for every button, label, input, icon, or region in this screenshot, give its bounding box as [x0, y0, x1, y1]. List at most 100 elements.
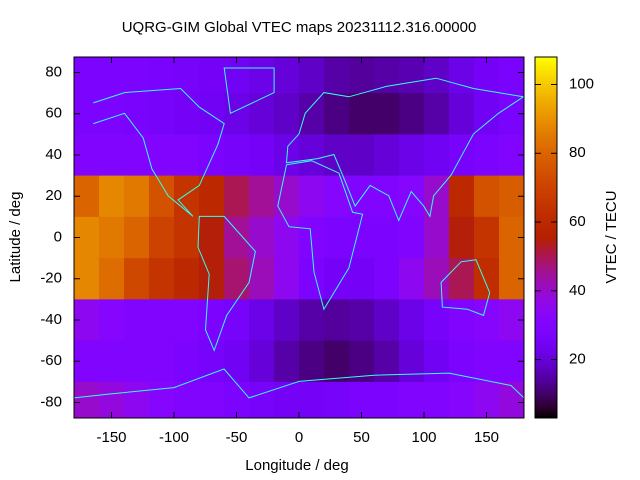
heat-cell — [124, 93, 150, 135]
heat-cell — [299, 258, 325, 300]
heat-cell — [124, 57, 150, 94]
heat-cell — [424, 57, 450, 94]
heat-cell — [324, 57, 350, 94]
heat-cell — [374, 340, 400, 383]
heat-cell — [199, 340, 225, 383]
heat-cell — [174, 381, 200, 418]
heat-cell — [199, 258, 225, 300]
coastline — [285, 77, 524, 222]
coastline — [93, 87, 225, 217]
y-tick-label: 60 — [45, 105, 62, 122]
heat-cell — [424, 299, 450, 342]
chart-title: UQRG-GIM Global VTEC maps 20231112.316.0… — [122, 19, 477, 36]
heat-cell — [174, 93, 200, 135]
colorbar-tick-label: 20 — [569, 351, 586, 368]
x-tick-label: -100 — [159, 429, 189, 446]
heat-cell — [324, 299, 350, 342]
heat-cell — [99, 57, 125, 94]
heat-cell — [349, 381, 375, 418]
colorbar-tick-label: 40 — [569, 282, 586, 299]
heat-cell — [224, 258, 250, 300]
y-tick-label: 0 — [54, 228, 62, 245]
heat-cell — [424, 381, 450, 418]
heat-cell — [99, 299, 125, 342]
heat-cell — [274, 175, 300, 218]
heat-cell — [474, 381, 500, 418]
heat-cell — [199, 381, 225, 418]
heat-cell — [149, 175, 175, 218]
y-tick-label: -80 — [40, 393, 62, 410]
heat-cell — [399, 381, 425, 418]
heat-cell — [299, 57, 325, 94]
coastlines — [74, 67, 524, 399]
heat-cell — [474, 216, 500, 259]
heat-cell — [374, 57, 400, 94]
heat-cell — [449, 381, 475, 418]
heat-cell — [174, 57, 200, 94]
heat-cell — [424, 340, 450, 383]
heat-cell — [224, 299, 250, 342]
heat-cell — [249, 216, 275, 259]
heat-cell — [274, 57, 300, 94]
heat-cell — [224, 340, 250, 383]
heat-cell — [274, 93, 300, 135]
heat-cell — [399, 134, 425, 177]
heat-cell — [299, 93, 325, 135]
heat-cell — [274, 340, 300, 383]
heat-cell — [124, 134, 150, 177]
coastline — [197, 215, 256, 352]
heat-cell — [349, 299, 375, 342]
heat-cell — [324, 134, 350, 177]
heat-cell — [424, 258, 450, 300]
heat-cell — [299, 134, 325, 177]
heat-cell — [174, 258, 200, 300]
heat-cell — [399, 299, 425, 342]
heat-cell — [474, 57, 500, 94]
heat-cell — [299, 299, 325, 342]
heat-cell — [99, 381, 125, 418]
heat-cell — [149, 299, 175, 342]
heat-cell — [174, 134, 200, 177]
heat-cell — [274, 258, 300, 300]
heat-cell — [124, 340, 150, 383]
heat-cell — [474, 134, 500, 177]
heat-cell — [149, 57, 175, 94]
y-tick-label: -40 — [40, 311, 62, 328]
heat-cell — [149, 93, 175, 135]
heat-cell — [74, 57, 100, 94]
heat-cell — [249, 340, 275, 383]
heat-cell — [274, 299, 300, 342]
heat-cell — [249, 57, 275, 94]
x-tick-label: 50 — [353, 429, 370, 446]
heat-cell — [349, 57, 375, 94]
heat-cell — [299, 340, 325, 383]
heat-cell — [399, 340, 425, 383]
colorbar — [534, 56, 558, 419]
coastline — [277, 160, 364, 311]
y-tick-label: -20 — [40, 270, 62, 287]
heat-cell — [249, 134, 275, 177]
heat-cell — [199, 134, 225, 177]
heat-cell — [374, 258, 400, 300]
heat-cell — [249, 381, 275, 418]
heat-cell — [124, 216, 150, 259]
y-axis-label: Latitude / deg — [7, 192, 24, 283]
heat-cell — [499, 381, 524, 418]
heat-cell — [199, 175, 225, 218]
heat-cell — [99, 340, 125, 383]
heat-cell — [499, 57, 524, 94]
colorbar-label: VTEC / TECU — [603, 190, 620, 283]
heat-cell — [449, 299, 475, 342]
heat-cell — [224, 134, 250, 177]
heat-cell — [299, 216, 325, 259]
heat-cell — [374, 93, 400, 135]
x-tick-label: 100 — [411, 429, 436, 446]
heat-cell — [149, 258, 175, 300]
heat-cell — [149, 216, 175, 259]
heat-cell — [274, 216, 300, 259]
heat-cell — [249, 258, 275, 300]
heat-cell — [299, 381, 325, 418]
heat-cell — [349, 258, 375, 300]
heat-cell — [149, 134, 175, 177]
